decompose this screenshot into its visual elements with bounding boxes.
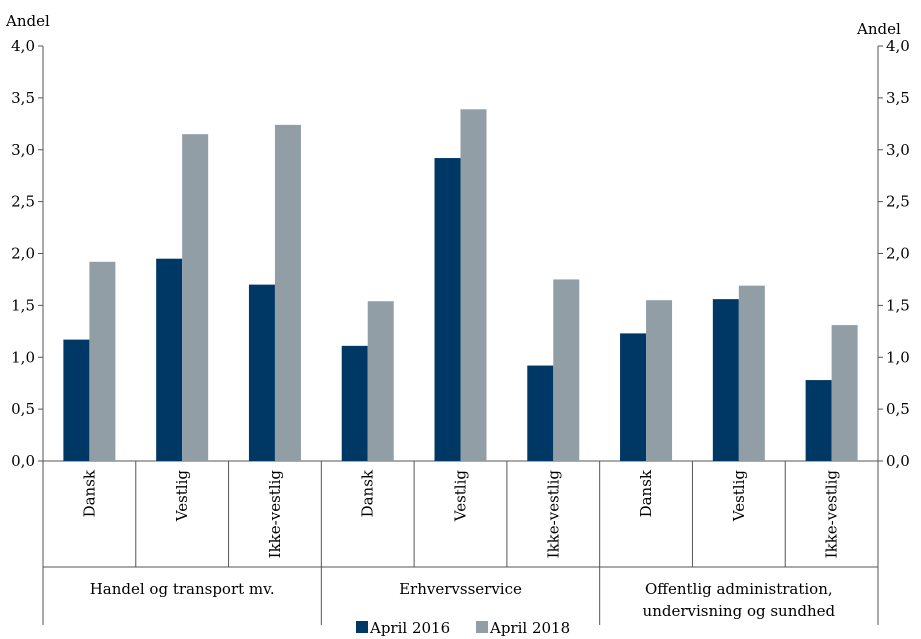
legend-swatch xyxy=(356,621,368,633)
group-label: Handel og transport mv. xyxy=(90,580,275,598)
bar-april-2018 xyxy=(89,261,116,461)
group-label: Offentlig administration, xyxy=(645,580,833,598)
y-tick-label-right: 2,5 xyxy=(886,193,910,211)
category-label: Vestlig xyxy=(173,470,191,523)
bar-april-2016 xyxy=(156,258,183,461)
group-label: undervisning og sundhed xyxy=(643,602,836,620)
bar-april-2016 xyxy=(341,345,368,461)
category-label: Vestlig xyxy=(452,470,470,523)
y-tick-label-left: 0,0 xyxy=(11,452,35,470)
y-tick-label-left: 2,0 xyxy=(11,245,35,263)
legend-label: April 2018 xyxy=(489,619,570,637)
category-label: Vestlig xyxy=(730,470,748,523)
y-tick-label-left: 0,5 xyxy=(11,400,35,418)
bar-april-2016 xyxy=(527,365,554,461)
y-tick-label-right: 3,5 xyxy=(886,89,910,107)
legend: April 2016 April 2018 xyxy=(356,619,570,637)
category-label: Ikke-vestlig xyxy=(266,470,284,559)
bar-april-2018 xyxy=(274,124,301,461)
y-tick-label-right: 4,0 xyxy=(886,37,910,55)
y-tick-label-left: 3,0 xyxy=(11,141,35,159)
category-label: Dansk xyxy=(637,469,655,517)
y-tick-label-right: 0,5 xyxy=(886,400,910,418)
bar-april-2016 xyxy=(620,333,647,461)
bar-april-2018 xyxy=(460,109,487,461)
bars xyxy=(63,109,858,462)
y-tick-label-left: 4,0 xyxy=(11,37,35,55)
labels: 0,0 0,0 0,5 0,5 1,0 1,0 1,5 1,5 2,0 2,0 2,5 2,5 3,0 3… xyxy=(5,12,910,620)
bar-april-2016 xyxy=(712,299,739,461)
category-label: Dansk xyxy=(80,469,98,517)
bar-april-2018 xyxy=(553,279,580,461)
bar-april-2016 xyxy=(63,339,90,461)
y-tick-label-left: 3,5 xyxy=(11,89,35,107)
y-tick-label-right: 0,0 xyxy=(886,452,910,470)
y-tick-label-right: 1,5 xyxy=(886,296,910,314)
y-tick-label-left: 2,5 xyxy=(11,193,35,211)
y-tick-label-left: 1,0 xyxy=(11,348,35,366)
y-axis-title-left: Andel xyxy=(5,12,50,30)
legend-swatch xyxy=(476,621,488,633)
y-tick-label-right: 1,0 xyxy=(886,348,910,366)
bar-april-2018 xyxy=(738,285,765,461)
category-label: Ikke-vestlig xyxy=(823,470,841,559)
legend-label: April 2016 xyxy=(369,619,450,637)
y-axis-title-right: Andel xyxy=(856,20,901,38)
bar-april-2018 xyxy=(831,325,858,461)
y-tick-label-left: 1,5 xyxy=(11,296,35,314)
bar-april-2016 xyxy=(434,158,461,462)
category-label: Ikke-vestlig xyxy=(544,470,562,559)
bar-april-2018 xyxy=(182,134,209,461)
y-tick-label-right: 2,0 xyxy=(886,245,910,263)
bar-april-2018 xyxy=(646,300,673,461)
bar-april-2018 xyxy=(367,301,394,461)
bar-april-2016 xyxy=(805,380,832,461)
y-tick-label-right: 3,0 xyxy=(886,141,910,159)
bar-april-2016 xyxy=(248,284,275,461)
group-label: Erhvervsservice xyxy=(399,580,522,598)
category-label: Dansk xyxy=(359,469,377,517)
